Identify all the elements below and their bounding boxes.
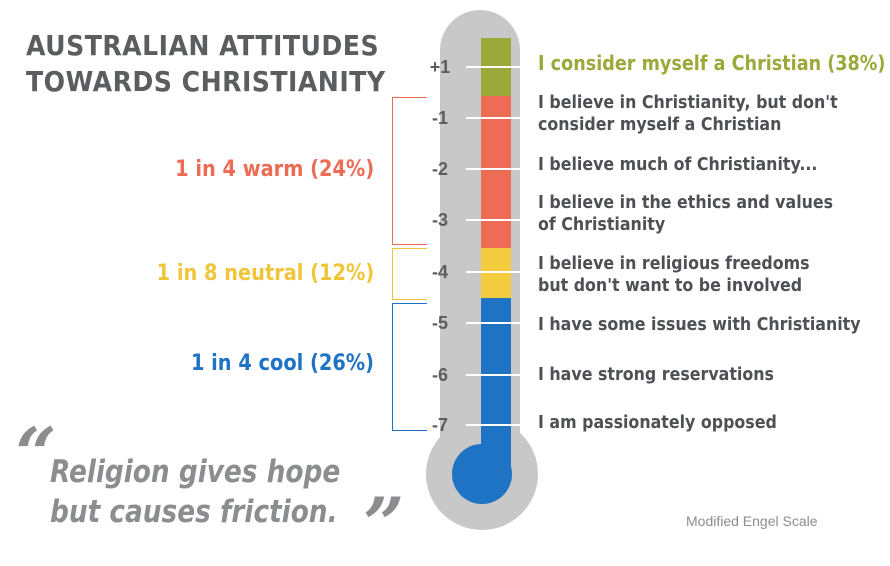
- scale-tick: [466, 322, 522, 324]
- scale-tick: [466, 271, 522, 273]
- statement-christian: I consider myself a Christian (38%): [538, 51, 886, 75]
- scale-value: -4: [431, 262, 448, 282]
- title-line-1: AUSTRALIAN ATTITUDES: [26, 29, 380, 62]
- scale-tick: [466, 219, 522, 221]
- statement: I believe in the ethics and values of Ch…: [538, 192, 834, 235]
- thermometer-neutral-segment: [481, 248, 511, 298]
- statement: I believe much of Christianity...: [538, 154, 818, 175]
- scale-value: -5: [431, 313, 448, 333]
- quote-close-mark: ”: [352, 481, 410, 566]
- thermometer-warm-segment: [481, 96, 511, 248]
- scale-tick: [466, 374, 522, 376]
- group-label-cool: 1 in 4 cool (26%): [190, 351, 374, 376]
- scale-tick: [466, 117, 522, 119]
- statement: I believe in Christianity, but don't con…: [538, 92, 838, 135]
- neutral-bracket: [392, 248, 427, 300]
- pull-quote: Religion gives hope but causes friction.: [50, 452, 340, 532]
- statement: I am passionately opposed: [538, 412, 777, 433]
- thermometer-bulb-fill: [452, 444, 512, 504]
- quote-line-1: Religion gives hope: [50, 454, 341, 490]
- scale-tick: [466, 168, 522, 170]
- page-title: AUSTRALIAN ATTITUDES TOWARDS CHRISTIANIT…: [26, 28, 386, 100]
- scale-tick: [466, 424, 522, 426]
- group-label-neutral: 1 in 8 neutral (12%): [156, 261, 374, 286]
- statement: I believe in religious freedoms but don'…: [538, 253, 810, 296]
- scale-value: -1: [431, 108, 448, 128]
- scale-value: -2: [431, 159, 448, 179]
- cool-bracket: [392, 303, 427, 431]
- scale-tick: [466, 66, 522, 68]
- title-line-2: TOWARDS CHRISTIANITY: [26, 65, 386, 98]
- statement: I have some issues with Christianity: [538, 314, 861, 335]
- scale-value: +1: [429, 57, 451, 77]
- statement: I have strong reservations: [538, 364, 774, 385]
- source-note: Modified Engel Scale: [686, 513, 818, 529]
- group-label-warm: 1 in 4 warm (24%): [174, 157, 374, 182]
- thermometer-cool-segment: [481, 298, 511, 470]
- scale-value: -3: [431, 210, 448, 230]
- quote-line-2: but causes friction.: [50, 494, 338, 530]
- warm-bracket: [392, 97, 427, 245]
- scale-value: -7: [431, 415, 448, 435]
- scale-value: -6: [431, 365, 448, 385]
